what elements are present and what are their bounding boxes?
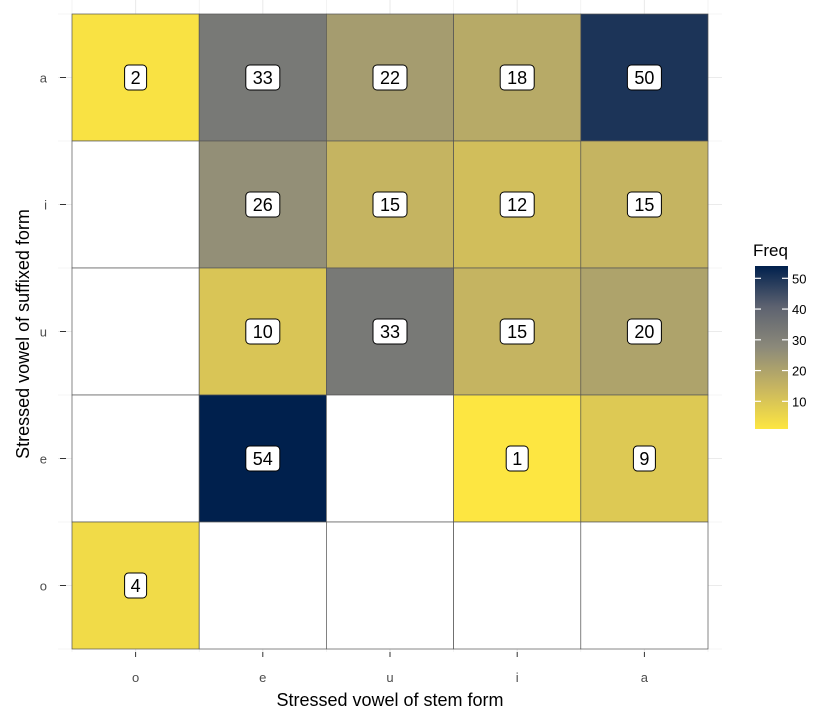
legend-tick-label: 20	[792, 364, 806, 379]
cell-label-value: 33	[253, 68, 273, 88]
cell-label-box	[505, 445, 529, 472]
cell-label-box	[372, 318, 408, 345]
heatmap-cell-empty	[453, 521, 582, 650]
heatmap-cells	[71, 13, 709, 650]
y-axis-ticks: a i u e o	[40, 71, 66, 594]
cell-label: 4	[124, 572, 148, 599]
cell-label-value: 15	[380, 195, 400, 215]
cell-label-value: 1	[512, 449, 522, 469]
cell-label-value: 15	[507, 322, 527, 342]
cell-label-box	[124, 572, 148, 599]
legend-title: Freq	[753, 241, 788, 260]
cell-label-value: 10	[253, 322, 273, 342]
cell-label: 15	[626, 191, 662, 218]
heatmap-cell-empty	[71, 267, 200, 396]
x-tick-label: i	[516, 670, 519, 685]
y-tick-label: a	[40, 71, 48, 86]
cell-label: 1	[505, 445, 529, 472]
cell-label-value: 2	[131, 68, 141, 88]
cell-label: 33	[245, 64, 281, 91]
cell-label-box	[632, 445, 656, 472]
x-tick-label: a	[641, 670, 649, 685]
heatmap-cell-empty	[198, 521, 327, 650]
cell-label-value: 50	[634, 68, 654, 88]
cell-label: 9	[632, 445, 656, 472]
legend-tick-label: 10	[792, 394, 806, 409]
cell-label-box	[124, 64, 148, 91]
y-tick-label: u	[40, 325, 47, 340]
cell-label-value: 9	[639, 449, 649, 469]
cell-labels: 2 33 22 18 50 26 15 12 15 10 33 15 20 54 1 9 4	[124, 64, 662, 599]
y-tick-label: i	[44, 198, 47, 213]
cell-label-box	[245, 445, 281, 472]
cell-label-value: 15	[634, 195, 654, 215]
cell-label: 54	[245, 445, 281, 472]
cell-label: 10	[245, 318, 281, 345]
cell-label: 22	[372, 64, 408, 91]
cell-label-value: 20	[634, 322, 654, 342]
heatmap-cell-empty	[326, 394, 454, 523]
cell-label-box	[245, 64, 281, 91]
cell-label-box	[626, 318, 662, 345]
heatmap-cell-empty	[71, 140, 200, 269]
cell-label-box	[626, 64, 662, 91]
cell-label: 50	[626, 64, 662, 91]
cell-label-value: 54	[253, 449, 273, 469]
cell-label: 20	[626, 318, 662, 345]
cell-label-box	[245, 318, 281, 345]
cell-label: 2	[124, 64, 148, 91]
heatmap-cell-empty	[580, 521, 709, 650]
cell-label-value: 12	[507, 195, 527, 215]
x-tick-label: o	[132, 670, 139, 685]
cell-label-box	[372, 191, 408, 218]
cell-label: 12	[499, 191, 535, 218]
cell-label: 15	[372, 191, 408, 218]
cell-label: 26	[245, 191, 281, 218]
cell-label-value: 26	[253, 195, 273, 215]
legend-ticks: 10 20 30 40 50	[755, 271, 806, 409]
cell-label-value: 18	[507, 68, 527, 88]
cell-label-box	[626, 191, 662, 218]
y-axis-title: Stressed vowel of suffixed form	[13, 209, 33, 459]
y-tick-label: o	[40, 579, 47, 594]
legend-tick-label: 30	[792, 333, 806, 348]
cell-label: 18	[499, 64, 535, 91]
legend-colorbar	[755, 266, 788, 429]
heatmap-cell-empty	[326, 521, 454, 650]
x-axis-title: Stressed vowel of stem form	[276, 690, 503, 710]
legend-tick-label: 40	[792, 302, 806, 317]
cell-label-box	[499, 191, 535, 218]
legend-tick-label: 50	[792, 271, 806, 286]
cell-label-box	[499, 318, 535, 345]
heatmap-cell-empty	[71, 394, 200, 523]
cell-label: 15	[499, 318, 535, 345]
cell-label-value: 4	[131, 576, 141, 596]
cell-label-box	[499, 64, 535, 91]
cell-label-value: 33	[380, 322, 400, 342]
color-legend: Freq 10 20 30 40 50	[753, 241, 806, 429]
y-tick-label: e	[40, 452, 47, 467]
cell-label-box	[372, 64, 408, 91]
x-tick-label: e	[259, 670, 266, 685]
cell-label: 33	[372, 318, 408, 345]
x-tick-label: u	[386, 670, 393, 685]
cell-label-box	[245, 191, 281, 218]
cell-label-value: 22	[380, 68, 400, 88]
